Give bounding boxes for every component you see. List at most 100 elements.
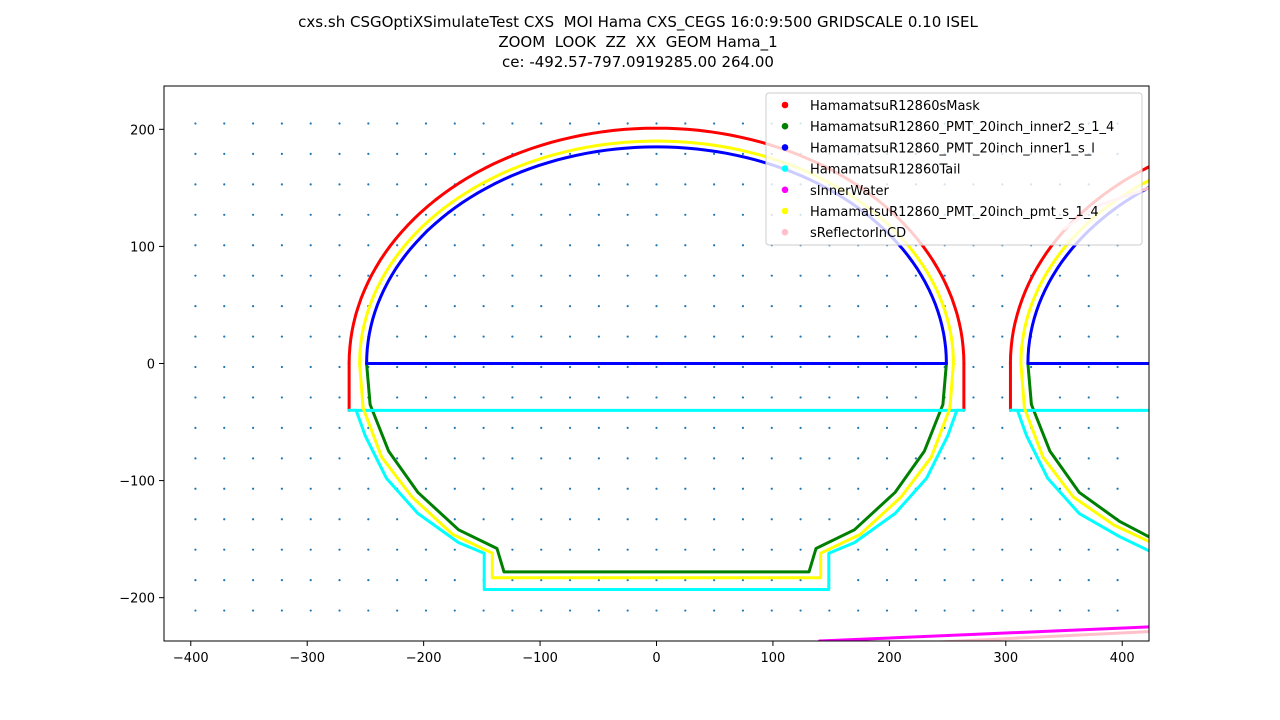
genstep-point (914, 274, 917, 277)
genstep-point (885, 396, 889, 399)
genstep-point (223, 213, 226, 216)
genstep-point (424, 396, 428, 399)
series-shapes (347, 126, 1149, 641)
genstep-point (280, 426, 283, 429)
genstep-point (482, 213, 485, 216)
genstep-point (568, 244, 572, 247)
genstep-point (1030, 609, 1033, 612)
genstep-point (1087, 305, 1090, 308)
genstep-point (338, 335, 341, 338)
genstep-point (511, 579, 514, 582)
genstep-point (1058, 426, 1062, 429)
genstep-point (885, 487, 889, 490)
genstep-point (280, 457, 283, 460)
genstep-point (857, 396, 860, 399)
genstep-point (482, 518, 485, 521)
genstep-point (1001, 487, 1004, 490)
genstep-point (540, 609, 543, 612)
series-mark (358, 139, 955, 365)
series-mark (365, 145, 948, 365)
genstep-point (885, 457, 889, 460)
genstep-point (626, 122, 629, 125)
title-line-3: ce: -492.57-797.0919285.00 264.00 (502, 53, 774, 71)
genstep-point (770, 609, 773, 612)
genstep-point (251, 274, 255, 277)
genstep-point (424, 487, 428, 490)
series-5 (818, 625, 1149, 641)
genstep-point (626, 426, 629, 429)
genstep-point (540, 152, 543, 156)
title-line-2: ZOOM LOOK ZZ XX GEOM Hama_1 (498, 33, 778, 51)
genstep-point (396, 305, 399, 308)
genstep-point (540, 457, 543, 460)
legend-marker (781, 207, 789, 215)
genstep-point (626, 487, 629, 490)
genstep-point (684, 548, 687, 551)
genstep-point (453, 244, 456, 247)
series-mark (358, 362, 955, 580)
genstep-point (223, 609, 226, 612)
genstep-point (568, 396, 572, 399)
genstep-point (914, 579, 917, 582)
genstep-point (597, 183, 600, 186)
genstep-point (770, 548, 773, 551)
genstep-point (424, 609, 428, 612)
genstep-point (1087, 548, 1090, 551)
genstep-point (482, 335, 485, 338)
genstep-point (223, 335, 226, 338)
genstep-point (684, 122, 687, 125)
genstep-point (453, 274, 456, 277)
genstep-point (223, 122, 226, 125)
genstep-point (367, 548, 370, 551)
genstep-point (482, 487, 485, 490)
genstep-point (194, 244, 197, 247)
genstep-point (684, 274, 687, 277)
genstep-point (655, 335, 658, 338)
genstep-point (338, 609, 341, 612)
genstep-point (799, 305, 802, 308)
genstep-point (309, 213, 312, 216)
genstep-point (280, 609, 283, 612)
genstep-point (540, 396, 543, 399)
genstep-point (626, 609, 629, 612)
genstep-point (857, 548, 860, 551)
genstep-point (568, 305, 572, 308)
genstep-point (280, 274, 283, 277)
genstep-point (885, 335, 889, 338)
genstep-point (1116, 335, 1119, 338)
genstep-point (338, 579, 341, 582)
genstep-point (511, 457, 514, 460)
genstep-point (626, 244, 629, 247)
genstep-point (799, 396, 802, 399)
genstep-point (194, 365, 197, 369)
genstep-point (280, 396, 283, 399)
genstep-point (540, 213, 543, 216)
genstep-point (453, 457, 456, 460)
genstep-point (540, 274, 543, 277)
genstep-point (1030, 365, 1033, 369)
genstep-point (424, 274, 428, 277)
genstep-point (453, 213, 456, 216)
y-tick-label: −200 (119, 592, 155, 607)
genstep-point (482, 274, 485, 277)
genstep-point (568, 365, 572, 369)
genstep-point (1087, 274, 1090, 277)
genstep-point (1001, 579, 1004, 582)
genstep-point (482, 244, 485, 247)
genstep-point (626, 396, 629, 399)
chart-title: cxs.sh CSGOptiXSimulateTest CXS MOI Hama… (0, 12, 1276, 72)
genstep-point (972, 426, 975, 429)
genstep-point (799, 274, 802, 277)
genstep-point (482, 152, 485, 156)
genstep-point (770, 274, 773, 277)
genstep-point (713, 122, 716, 125)
genstep-point (424, 213, 428, 216)
genstep-point (338, 152, 341, 156)
genstep-point (713, 213, 716, 216)
genstep-point (511, 487, 514, 490)
x-tick-label: 400 (1110, 651, 1135, 666)
genstep-point (194, 579, 197, 582)
genstep-point (684, 579, 687, 582)
genstep-point (367, 518, 370, 521)
genstep-point (828, 518, 831, 521)
